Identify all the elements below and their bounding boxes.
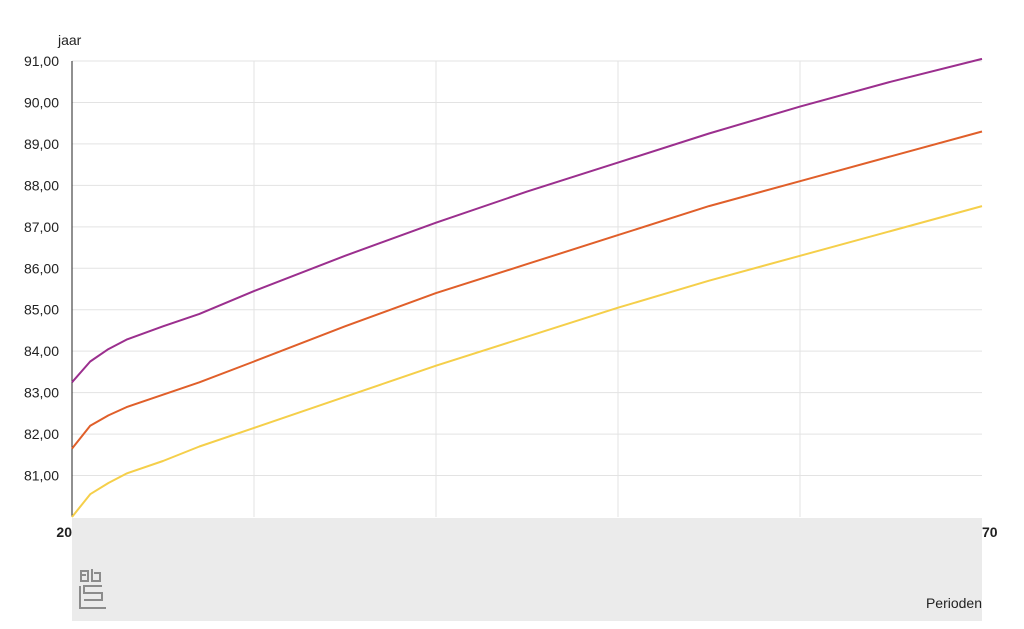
y-tick-label: 85,00 [24,302,59,318]
series-line-1 [71,57,983,383]
y-tick-label: 91,00 [24,53,59,69]
cbs-logo-icon [79,569,106,609]
y-tick-label: 88,00 [24,177,59,193]
y-tick-label: 84,00 [24,343,59,359]
x-axis-band: Perioden [72,518,982,621]
y-tick-label: 82,00 [24,426,59,442]
y-tick-label: 90,00 [24,94,59,110]
y-tick-label: 83,00 [24,385,59,401]
y-tick-label: 86,00 [24,260,59,276]
y-axis-title: jaar [58,32,82,48]
y-tick-label: 81,00 [24,468,59,484]
y-tick-label: 89,00 [24,136,59,152]
series-line-3 [71,205,983,518]
series-lines [71,57,983,518]
x-axis-title: Perioden [925,595,982,611]
series-line-2 [71,130,983,450]
y-axis: 81,00 82,00 83,00 84,00 85,00 86,00 87,00 88,00… [24,53,73,517]
grid-lines [72,60,982,517]
y-tick-label: 87,00 [24,219,59,235]
